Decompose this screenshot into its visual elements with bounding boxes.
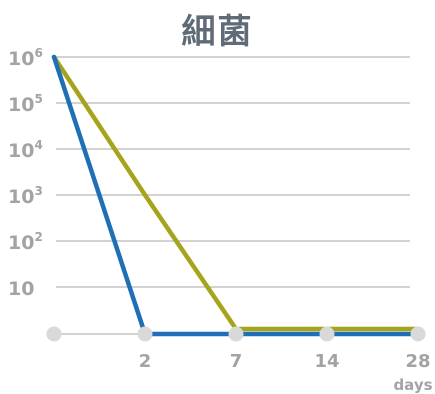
chart-title: 細菌 bbox=[181, 12, 254, 52]
x-tick-label: 14 bbox=[314, 351, 339, 372]
x-tick-label: 28 bbox=[405, 351, 430, 372]
y-tick-label: 104 bbox=[8, 138, 43, 162]
y-tick-label: 103 bbox=[8, 184, 43, 208]
y-tick-label: 106 bbox=[8, 46, 43, 70]
y-tick-label: 102 bbox=[8, 230, 43, 254]
series-line bbox=[51, 54, 421, 332]
x-tick-label: 7 bbox=[230, 351, 243, 372]
data-point-marker bbox=[228, 326, 244, 342]
y-tick-label: 10 bbox=[8, 278, 34, 300]
data-point-marker bbox=[410, 326, 426, 342]
data-point-marker bbox=[319, 326, 335, 342]
y-tick-label: 105 bbox=[8, 92, 43, 116]
x-axis-label: days bbox=[393, 376, 432, 394]
data-point-marker bbox=[46, 326, 62, 342]
data-point-marker bbox=[137, 326, 153, 342]
x-tick-label: 2 bbox=[139, 351, 152, 372]
